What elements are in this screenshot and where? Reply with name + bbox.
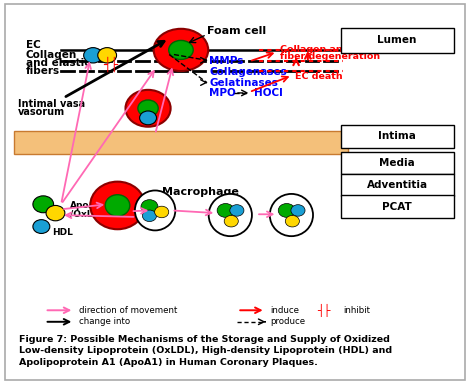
Text: ┤├: ┤├	[103, 57, 118, 72]
Text: Gelatinases: Gelatinases	[209, 78, 278, 88]
Ellipse shape	[90, 182, 145, 229]
Text: /OxLDL: /OxLDL	[70, 209, 105, 218]
Text: EC: EC	[26, 40, 40, 50]
Ellipse shape	[105, 195, 130, 216]
Ellipse shape	[33, 220, 50, 233]
Text: ApoA1: ApoA1	[70, 201, 102, 210]
Ellipse shape	[278, 204, 295, 217]
FancyBboxPatch shape	[341, 174, 454, 196]
Text: Collagen: Collagen	[26, 50, 77, 60]
Text: EC death: EC death	[295, 72, 343, 81]
Text: Foam cell: Foam cell	[207, 26, 266, 36]
Text: Media: Media	[379, 158, 415, 168]
FancyBboxPatch shape	[341, 152, 454, 174]
FancyBboxPatch shape	[341, 28, 454, 53]
Text: Intimal vasa: Intimal vasa	[18, 99, 85, 109]
Text: induce: induce	[270, 306, 299, 315]
Text: vasorum: vasorum	[18, 107, 65, 117]
Text: HDL: HDL	[52, 228, 72, 237]
Ellipse shape	[291, 205, 305, 216]
Text: ┤├: ┤├	[318, 304, 331, 317]
Text: Figure 7: Possible Mechanisms of the Storage and Supply of Oxidized: Figure 7: Possible Mechanisms of the Sto…	[19, 335, 390, 344]
Ellipse shape	[209, 194, 252, 236]
Text: Adventitia: Adventitia	[367, 180, 428, 190]
FancyBboxPatch shape	[14, 131, 348, 154]
Text: Intima: Intima	[378, 131, 416, 141]
Text: PCAT: PCAT	[382, 202, 412, 212]
Text: produce: produce	[270, 317, 306, 326]
Text: Lumen: Lumen	[377, 35, 417, 45]
Ellipse shape	[141, 200, 158, 214]
Ellipse shape	[270, 194, 313, 236]
Text: and elastic: and elastic	[26, 58, 90, 68]
Text: fiber degeneration: fiber degeneration	[280, 52, 380, 61]
Ellipse shape	[33, 196, 54, 213]
Ellipse shape	[154, 29, 208, 71]
Ellipse shape	[169, 40, 193, 60]
Text: Collagenases: Collagenases	[209, 67, 287, 77]
Text: Collagen and elastic: Collagen and elastic	[280, 45, 387, 54]
Text: fibers: fibers	[26, 66, 60, 76]
Ellipse shape	[224, 215, 238, 227]
Ellipse shape	[98, 48, 117, 63]
Ellipse shape	[135, 190, 175, 230]
FancyBboxPatch shape	[341, 195, 454, 218]
Ellipse shape	[140, 111, 157, 125]
Text: MMPs: MMPs	[209, 56, 243, 66]
Text: HOCl: HOCl	[254, 88, 282, 98]
Ellipse shape	[217, 204, 234, 217]
Text: change into: change into	[79, 317, 130, 326]
Ellipse shape	[125, 90, 171, 127]
Text: MPO: MPO	[209, 88, 236, 98]
Ellipse shape	[138, 100, 158, 117]
Text: Macrophage: Macrophage	[162, 187, 239, 197]
Text: Apolipoprotein A1 (ApoA1) in Human Coronary Plaques.: Apolipoprotein A1 (ApoA1) in Human Coron…	[19, 358, 318, 367]
Text: direction of movement: direction of movement	[79, 306, 177, 315]
Ellipse shape	[46, 205, 65, 221]
FancyBboxPatch shape	[5, 4, 465, 380]
Ellipse shape	[230, 205, 244, 216]
Ellipse shape	[155, 206, 169, 218]
Text: inhibit: inhibit	[343, 306, 370, 315]
FancyBboxPatch shape	[341, 125, 454, 148]
Text: Low-density Lipoprotein (OxLDL), High-density Lipoprotein (HDL) and: Low-density Lipoprotein (OxLDL), High-de…	[19, 346, 392, 355]
Ellipse shape	[84, 48, 102, 63]
Ellipse shape	[285, 215, 299, 227]
Ellipse shape	[142, 210, 157, 222]
